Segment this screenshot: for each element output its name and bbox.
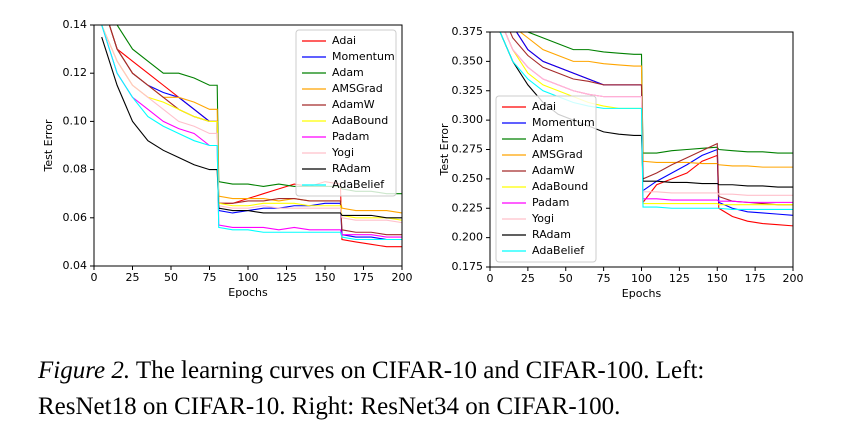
y-tick-label: 0.225 — [452, 201, 484, 214]
x-tick-label: 175 — [353, 271, 374, 284]
legend-label: AdaBound — [532, 180, 588, 193]
series-line — [101, 25, 402, 221]
caption-label: Figure 2. — [37, 357, 130, 384]
legend-label: AdamW — [532, 164, 575, 177]
legend-label: AMSGrad — [532, 148, 583, 161]
x-tick-label: 0 — [91, 271, 98, 284]
x-tick-label: 75 — [203, 271, 217, 284]
x-tick-label: 50 — [164, 271, 178, 284]
x-tick-label: 25 — [126, 271, 140, 284]
series-line — [101, 36, 402, 219]
legend-label: Yogi — [331, 146, 354, 159]
y-tick-label: 0.325 — [452, 84, 484, 97]
caption-line: Figure 2. The learning curves on CIFAR-1… — [37, 357, 704, 384]
series-line — [108, 25, 402, 236]
y-tick-label: 0.275 — [452, 143, 484, 156]
legend-label: Padam — [332, 130, 369, 143]
y-tick-label: 0.300 — [452, 113, 484, 126]
legend-label: AdaBelief — [532, 244, 585, 257]
y-tick-label: 0.04 — [63, 259, 88, 272]
x-tick-label: 100 — [238, 271, 259, 284]
y-axis-label: Test Error — [42, 119, 55, 172]
legend-label: Adai — [332, 34, 356, 47]
x-tick-label: 200 — [392, 271, 413, 284]
y-tick-label: 0.200 — [452, 231, 484, 244]
x-tick-label: 150 — [707, 272, 728, 285]
plot-frame — [93, 24, 403, 267]
legend-label: AdaBound — [332, 114, 388, 127]
x-axis-label: Epochs — [228, 286, 268, 299]
y-tick-label: 0.10 — [63, 114, 88, 127]
plot-lines — [499, 32, 793, 227]
x-tick-label: 0 — [487, 272, 494, 285]
y-tick-label: 0.375 — [452, 25, 484, 38]
legend-label: AdaBelief — [332, 178, 385, 191]
legend-label: Adam — [532, 132, 564, 145]
y-tick-label: 0.350 — [452, 54, 484, 67]
series-line — [101, 25, 402, 224]
plot-lines — [101, 25, 402, 248]
legend-label: AdamW — [332, 98, 375, 111]
y-tick-label: 0.250 — [452, 172, 484, 185]
legend-label: Adam — [332, 66, 364, 79]
x-axis-label: Epochs — [622, 287, 662, 300]
series-line — [101, 25, 402, 238]
y-tick-label: 0.08 — [63, 163, 88, 176]
legend-label: RAdam — [332, 162, 371, 175]
legend-label: RAdam — [532, 228, 571, 241]
x-tick-label: 175 — [745, 272, 766, 285]
legend-label: Yogi — [531, 212, 554, 225]
series-line — [101, 25, 402, 241]
x-tick-label: 200 — [783, 272, 804, 285]
x-tick-label: 25 — [521, 272, 535, 285]
y-tick-label: 0.12 — [63, 66, 88, 79]
caption-text: The learning curves on CIFAR-10 and CIFA… — [130, 357, 704, 384]
legend-label: AMSGrad — [332, 82, 383, 95]
x-tick-label: 125 — [669, 272, 690, 285]
x-tick-label: 125 — [276, 271, 297, 284]
caption-text: ResNet18 on CIFAR-10. Right: ResNet34 on… — [38, 393, 620, 420]
y-axis-label: Test Error — [438, 123, 451, 176]
legend-label: Momentum — [532, 116, 595, 129]
x-tick-label: 75 — [597, 272, 611, 285]
series-line — [499, 32, 793, 210]
legend-label: Padam — [532, 196, 569, 209]
x-tick-label: 150 — [315, 271, 336, 284]
y-tick-label: 0.175 — [452, 260, 484, 273]
x-tick-label: 100 — [631, 272, 652, 285]
x-tick-label: 50 — [559, 272, 573, 285]
plot-frame — [489, 31, 794, 268]
y-tick-label: 0.14 — [63, 18, 88, 31]
legend-box — [495, 95, 597, 263]
legend-label: Momentum — [332, 50, 395, 63]
y-tick-label: 0.06 — [63, 211, 88, 224]
legend-label: Adai — [532, 100, 556, 113]
legend-box — [295, 29, 397, 197]
